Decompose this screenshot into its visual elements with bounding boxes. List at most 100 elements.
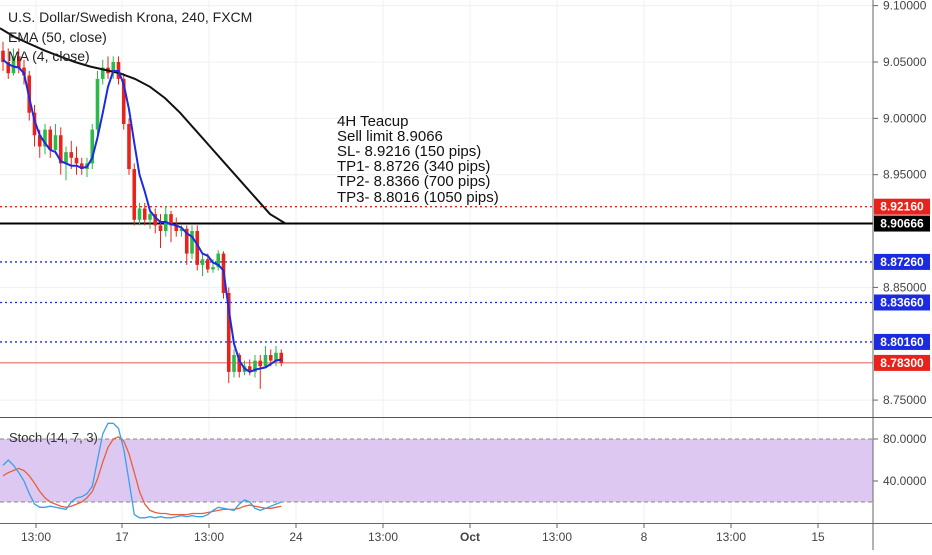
time-tick-label: 8 — [641, 530, 648, 544]
stoch-band — [0, 438, 873, 503]
candle-body — [58, 135, 63, 164]
price-tick-label: 9.00000 — [883, 111, 927, 125]
level-label-box — [874, 198, 930, 215]
candle-body — [1, 50, 5, 62]
price-levels — [0, 206, 873, 364]
level-label-box — [874, 294, 930, 311]
candle-body — [53, 135, 58, 150]
ma-legend: MA (4, close) — [8, 48, 90, 64]
candle-body — [253, 360, 257, 372]
candle-body — [74, 157, 79, 164]
candle-body — [148, 214, 152, 220]
level-label-text: 8.87260 — [880, 255, 924, 269]
time-tick-label: Oct — [460, 530, 480, 544]
symbol-title: U.S. Dollar/Swedish Krona, 240, FXCM — [8, 9, 252, 25]
candle-body — [169, 214, 173, 226]
candle-body — [216, 253, 221, 268]
annotation-line: Sell limit 8.9066 — [337, 128, 443, 145]
ma-line-group — [2, 58, 282, 374]
candle-body — [232, 355, 236, 372]
candle-body — [274, 352, 278, 361]
candle-body — [64, 152, 68, 164]
candle-body — [279, 352, 284, 363]
candle-body — [247, 366, 252, 372]
candle-body — [226, 293, 231, 372]
candle-body — [211, 267, 215, 270]
candle-body — [22, 67, 26, 76]
candle-body — [184, 228, 189, 254]
annotation-line: 4H Teacup — [337, 113, 408, 130]
candle-body — [111, 61, 116, 74]
candle-body — [69, 152, 74, 158]
candle-body — [121, 78, 126, 124]
candle-body — [11, 56, 16, 74]
candle-body — [174, 225, 179, 232]
candle-body — [179, 228, 184, 232]
candle-body — [95, 78, 100, 130]
candle-body — [43, 129, 47, 147]
level-label-text: 8.78300 — [880, 356, 924, 370]
annotation-line: TP1- 8.8726 (340 pips) — [337, 158, 490, 175]
level-label-text: 8.92160 — [880, 200, 924, 214]
time-tick-label: 13:00 — [21, 530, 51, 544]
candle-body — [142, 208, 147, 220]
candle-body — [158, 225, 163, 232]
time-tick-label: 24 — [289, 530, 303, 544]
price-tick-label: 9.05000 — [883, 55, 927, 69]
stoch-tick-label: 80.0000 — [883, 432, 927, 446]
ma-line — [2, 58, 282, 374]
time-tick-label: 13:00 — [542, 530, 572, 544]
candle-body — [48, 129, 53, 150]
candle-body — [195, 231, 200, 265]
candle-body — [127, 123, 131, 170]
candle-body — [100, 67, 105, 79]
time-tick-label: 15 — [811, 530, 825, 544]
ema-line-group — [0, 27, 286, 225]
candle-body — [79, 163, 84, 170]
level-label-text: 8.90666 — [880, 217, 924, 231]
candle-body — [205, 259, 210, 270]
level-label-box — [874, 253, 930, 270]
candle-body — [6, 61, 11, 74]
time-tick-label: 13:00 — [368, 530, 398, 544]
stoch-tick-label: 40.0000 — [883, 474, 927, 488]
level-label-box — [874, 333, 930, 350]
candle-body — [16, 56, 21, 68]
candle-body — [153, 214, 158, 226]
candle-body — [132, 169, 137, 220]
time-tick-label: 13:00 — [194, 530, 224, 544]
stoch-overbought-oversold-band — [0, 439, 873, 502]
ema-legend: EMA (50, close) — [8, 29, 107, 45]
price-tick-label: 9.10000 — [883, 0, 927, 13]
price-tick-label: 8.95000 — [883, 168, 927, 182]
stoch-lines — [2, 422, 282, 519]
candle-body — [37, 135, 42, 147]
candles — [1, 41, 284, 389]
trade-annotation: 4H Teacup Sell limit 8.9066 SL- 8.9216 (… — [337, 113, 499, 206]
candle-body — [32, 112, 37, 136]
time-tick-label: 13:00 — [716, 530, 746, 544]
annotation-line: SL- 8.9216 (150 pips) — [337, 143, 481, 160]
candle-body — [237, 355, 242, 372]
candle-body — [90, 129, 95, 164]
stoch-legend: Stoch (14, 7, 3) — [9, 430, 98, 445]
price-tick-label: 8.85000 — [883, 280, 927, 294]
annotation-line: TP3- 8.8016 (1050 pips) — [337, 189, 499, 206]
time-axis[interactable]: 13:00 17 13:00 24 13:00 Oct 13:00 8 13:00 15 — [21, 523, 825, 544]
price-axis[interactable]: 9.10000 9.05000 9.00000 8.95000 8.85000 8.750… — [873, 0, 927, 407]
ema-line — [0, 27, 286, 225]
time-tick-label: 17 — [115, 530, 129, 544]
candle-body — [190, 231, 194, 254]
candle-body — [137, 208, 142, 220]
stoch-axis[interactable]: 80.0000 40.0000 — [873, 432, 927, 488]
level-label-box — [874, 215, 930, 232]
level-labels: 8.92160 8.90666 8.87260 8.83660 8.80160 8.783… — [874, 198, 930, 371]
price-tick-label: 8.75000 — [883, 393, 927, 407]
candle-body — [268, 355, 273, 361]
stoch-k-line — [2, 422, 282, 519]
candle-body — [200, 259, 205, 265]
level-label-box — [874, 354, 930, 371]
level-label-text: 8.83660 — [880, 295, 924, 309]
